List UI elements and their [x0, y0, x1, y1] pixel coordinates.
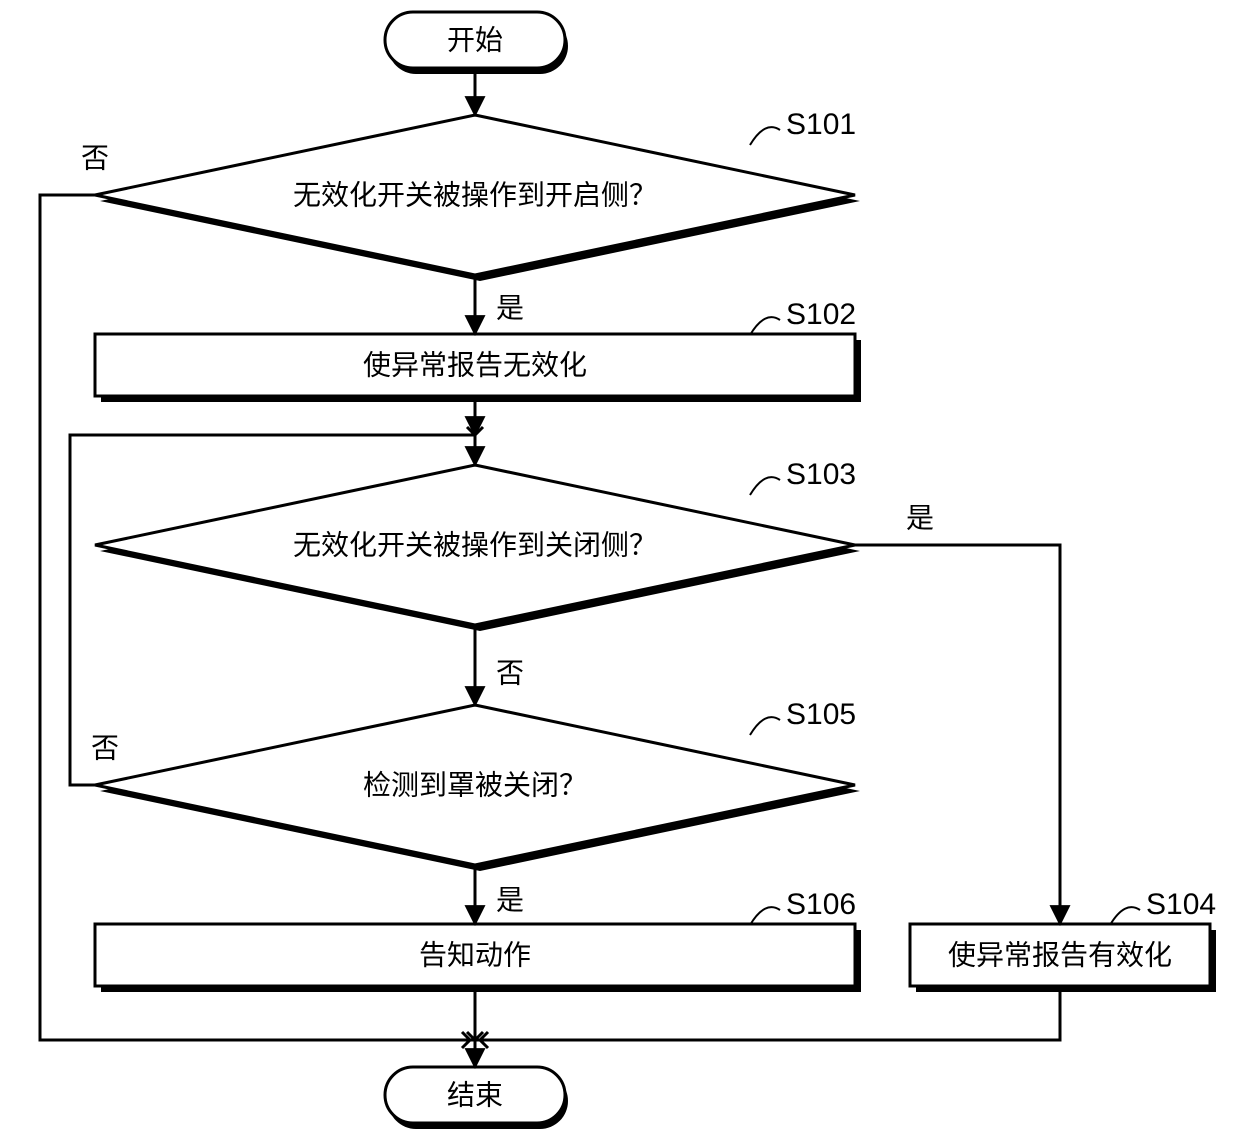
svg-text:使异常报告无效化: 使异常报告无效化 — [363, 349, 587, 380]
step-label-s101: S101 — [786, 108, 856, 141]
step-leader — [750, 717, 780, 735]
edge — [40, 195, 475, 1040]
svg-text:使异常报告有效化: 使异常报告有效化 — [948, 939, 1172, 970]
step-leader — [750, 317, 780, 335]
svg-text:检测到罩被关闭？: 检测到罩被关闭？ — [363, 769, 587, 800]
step-leader — [750, 477, 780, 495]
step-leader — [750, 907, 780, 925]
edge — [855, 545, 1060, 924]
edge-label: 是 — [496, 884, 524, 915]
step-label-s106: S106 — [786, 888, 856, 921]
svg-text:开始: 开始 — [447, 24, 503, 55]
svg-text:无效化开关被操作到开启侧？: 无效化开关被操作到开启侧？ — [293, 179, 657, 210]
svg-text:告知动作: 告知动作 — [419, 939, 531, 970]
edge-label: 是 — [906, 502, 934, 533]
edge-label: 否 — [496, 657, 524, 688]
step-leader — [750, 127, 780, 145]
edge-label: 是 — [496, 292, 524, 323]
edge — [475, 986, 1060, 1040]
svg-text:结束: 结束 — [447, 1079, 503, 1110]
edge-label: 否 — [81, 142, 109, 173]
step-leader — [1110, 907, 1140, 925]
edge-label: 否 — [91, 732, 119, 763]
step-label-s103: S103 — [786, 458, 856, 491]
svg-text:无效化开关被操作到关闭侧？: 无效化开关被操作到关闭侧？ — [293, 529, 657, 560]
step-label-s105: S105 — [786, 698, 856, 731]
step-label-s104: S104 — [1146, 888, 1216, 921]
step-label-s102: S102 — [786, 298, 856, 331]
